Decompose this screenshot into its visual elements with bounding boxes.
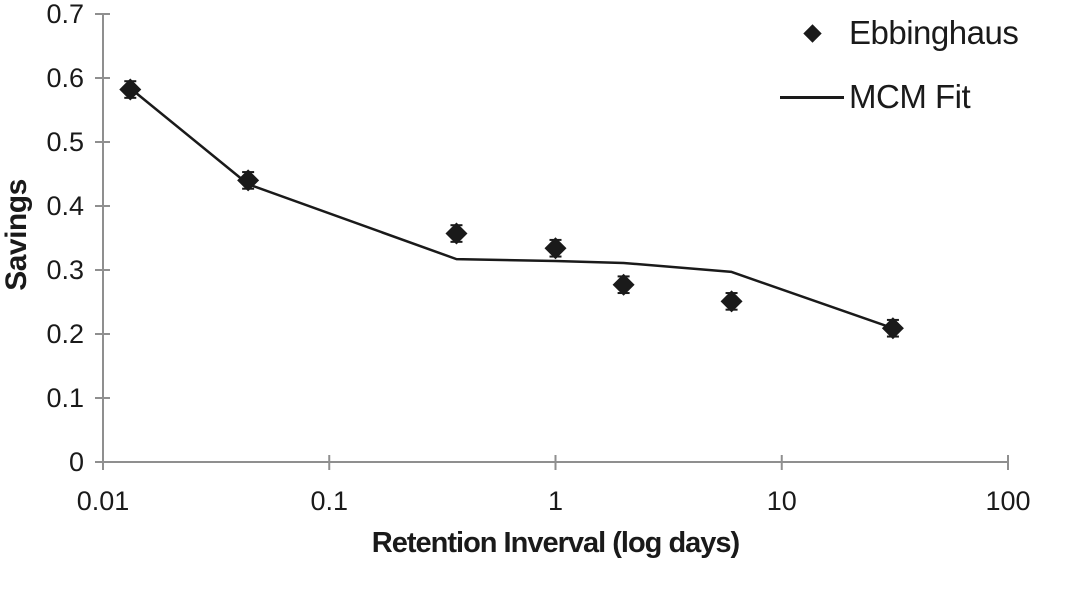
y-tick-label: 0.1	[46, 383, 84, 413]
legend: Ebbinghaus MCM Fit	[778, 8, 1019, 122]
legend-glyph-ebbinghaus	[778, 23, 846, 43]
y-tick-label: 0.4	[46, 191, 84, 221]
x-tick-label: 0.01	[77, 486, 130, 516]
legend-label-ebbinghaus: Ebbinghaus	[849, 14, 1019, 51]
legend-glyph-mcm-fit	[778, 95, 846, 99]
y-tick-label: 0	[69, 447, 84, 477]
y-tick-label: 0.7	[46, 0, 84, 29]
x-tick-label: 0.1	[310, 486, 348, 516]
x-tick-label: 1	[548, 486, 563, 516]
data-point-diamond	[544, 237, 567, 260]
y-tick-label: 0.6	[46, 63, 84, 93]
y-tick-label: 0.2	[46, 319, 84, 349]
data-point-diamond	[720, 290, 743, 313]
y-tick-label: 0.5	[46, 127, 84, 157]
line-sample-icon	[780, 95, 844, 99]
mcm-fit-line	[129, 87, 894, 330]
data-point-diamond	[445, 222, 468, 245]
data-point-diamond	[119, 78, 142, 101]
data-point-diamond	[881, 317, 904, 340]
x-tick-label: 10	[767, 486, 797, 516]
x-tick-label: 100	[985, 486, 1030, 516]
legend-item-ebbinghaus: Ebbinghaus	[778, 8, 1019, 58]
y-axis-title: Savings	[0, 179, 33, 291]
x-axis-title: Retention Inverval (log days)	[371, 527, 740, 559]
y-tick-label: 0.3	[46, 255, 84, 285]
data-point-diamond	[237, 169, 260, 192]
diamond-marker-icon	[802, 23, 822, 43]
data-point-diamond	[612, 273, 635, 296]
legend-item-mcm-fit: MCM Fit	[778, 72, 1018, 122]
legend-label-mcm-fit: MCM Fit	[849, 78, 971, 115]
